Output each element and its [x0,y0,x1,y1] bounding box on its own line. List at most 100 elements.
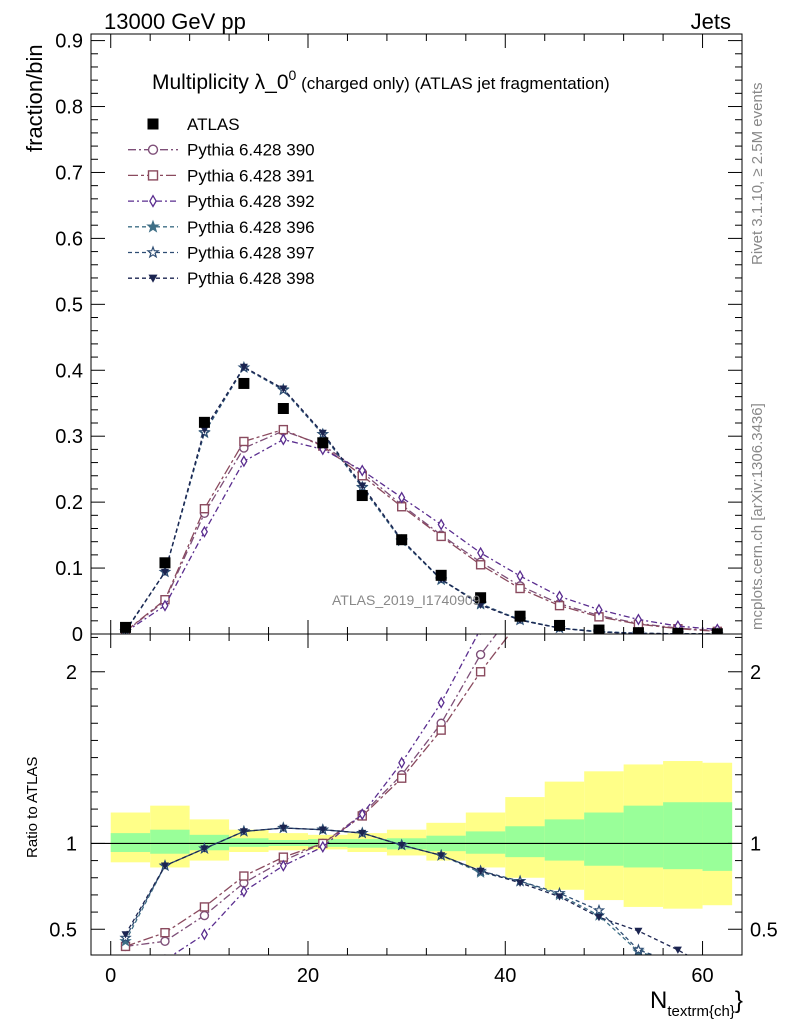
ratio-series-6-point [318,826,327,834]
ratio-y-tick-label-right: 1 [750,833,761,855]
series-2-point [278,424,289,435]
ratio-series-5-point [673,959,682,968]
ratio-series-3-point [437,696,445,709]
ratio-series-2-point [475,667,486,677]
ratio-series-6-point [516,879,525,887]
ratio-series-1-point [595,496,603,504]
ratio-series-3-point [164,954,166,955]
ratio-series-6-point [160,862,169,870]
ratio-series-6-point [713,969,721,976]
ratio-series-4-point [673,959,682,968]
ratio-series-6-point [634,927,643,935]
ratio-series-2-point [436,725,446,735]
header-category-label: Jets [691,9,731,34]
ratio-y-tick-label-right: 2 [750,662,761,684]
ratio-series-6-point [555,893,564,901]
ratio-series-3-point [675,289,681,299]
series-2-point [554,600,565,611]
legend-label: Pythia 6.428 398 [187,269,315,288]
ratio-series-6-point [279,824,288,832]
atlas-data-point [632,627,644,634]
atlas-data-point [711,628,723,634]
legend-marker [149,194,157,208]
ratio-uncertainty-band-inner [544,819,585,861]
main-y-tick-label: 0.3 [55,426,83,448]
rivet-version-label: Rivet 3.1.10, ≥ 2.5M events [749,83,766,266]
ratio-series-5-point [592,903,606,916]
series-2-point [436,531,446,542]
legend-label: Pythia 6.428 396 [187,218,315,237]
ratio-series-6-point [437,852,446,860]
atlas-data-point [317,437,329,449]
ratio-series-2-point [595,513,603,521]
series-6-point [318,429,327,437]
legend-label: Pythia 6.428 392 [187,192,315,211]
ratio-series-1-point [516,599,524,607]
series-3-point [477,546,485,559]
x-tick-label: 20 [297,965,319,987]
ratio-uncertainty-band-inner [189,834,230,851]
ratio-series-3-point [123,959,129,969]
plot-title: Multiplicity λ_00 (charged only) (ATLAS … [152,67,610,94]
ratio-plot-panel: 0.5 0.51 12 20 20 40 60 Ratio to ATLAS Ntextrm… [24,221,778,1020]
header-process-label: 13000 GeV pp [104,9,246,34]
ratio-series-3-point [596,427,602,437]
series-6-point [160,568,169,577]
main-y-tick-label: 0.7 [55,162,83,184]
ratio-uncertainty-band-inner [623,805,664,868]
series-3-point [161,599,169,612]
main-y-tick-label: 0.9 [55,31,83,53]
x-tick-label: 40 [494,965,516,987]
ratio-series-1-point [475,649,486,660]
legend-marker [146,245,160,259]
ratio-series-1-point [713,342,721,350]
ratio-series-5-point [632,943,645,955]
series-3-point [555,590,564,603]
mcplots-credit-label: mcplots.cern.ch [arXiv:1306.3436] [749,403,766,630]
series-6-point [239,363,248,371]
ratio-series-1-point [160,936,170,946]
legend-marker [147,170,159,181]
series-line-3 [125,438,718,633]
legend-marker [147,144,159,155]
atlas-data-point [435,569,447,581]
atlas-data-point [672,627,684,634]
x-tick-label: 0 [105,965,116,987]
main-y-tick-label: 0.6 [55,228,83,250]
series-2-point [397,502,407,512]
series-3-point [279,433,287,446]
series-2-point [239,436,249,447]
ratio-uncertainty-band-inner [110,833,151,853]
atlas-data-point [238,377,250,389]
ratio-series-5-point [713,967,722,976]
ratio-series-6-point [397,841,406,850]
ratio-series-6-point [673,946,682,954]
analysis-watermark: ATLAS_2019_I1740909 [332,592,481,608]
x-tick-label: 60 [691,965,713,987]
ratio-series-2-point [160,927,170,938]
ratio-uncertainty-band-inner [150,829,190,854]
ratio-series-1-point [556,548,564,556]
atlas-data-point [159,557,171,569]
series-line-5 [124,366,718,634]
atlas-data-point [554,619,566,631]
ratio-series-3-point [715,221,721,231]
ratio-series-2-point [239,871,249,881]
series-2-point [515,583,525,594]
series-3-point [200,525,208,538]
legend-label: ATLAS [187,115,240,134]
ratio-series-line-1 [125,634,498,948]
atlas-data-point [120,621,132,633]
ratio-series-3-point [480,634,482,635]
series-3-point [634,613,642,626]
series-3-point [595,603,603,616]
ratio-series-6-point [594,914,603,922]
legend-label: Pythia 6.428 391 [187,166,315,185]
series-6-point [200,426,209,434]
series-line-2 [125,428,718,633]
ratio-series-4-point [119,934,132,947]
ratio-y-tick-label: 1 [66,833,77,855]
ratio-series-1-point [199,910,210,921]
legend: ATLAS Pythia 6.428 390 Pythia 6.428 391 Pyt… [128,115,315,288]
series-3-point [516,569,524,583]
